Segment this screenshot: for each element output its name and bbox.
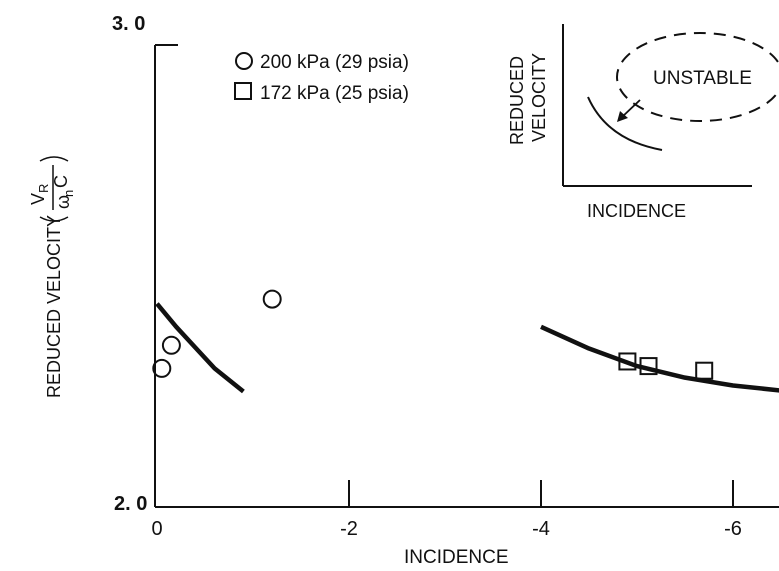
inset-y-label-line2: VELOCITY bbox=[529, 53, 549, 142]
y-axis-title-paren-left bbox=[39, 216, 69, 222]
y-axis-title: REDUCED VELOCITY V R ω n C bbox=[28, 156, 76, 398]
data-point-square-0 bbox=[618, 352, 637, 371]
y-axis-title-denominator: ω bbox=[53, 195, 73, 209]
x-tick-label-3: -6 bbox=[724, 518, 742, 540]
x-tick-label-2: -4 bbox=[532, 518, 550, 540]
y-axis-title-text: REDUCED VELOCITY bbox=[44, 215, 64, 398]
y-axis-title-numerator-sub: R bbox=[36, 184, 51, 193]
inset-y-label-line1: REDUCED bbox=[507, 56, 527, 145]
data-point-square-2 bbox=[695, 361, 714, 380]
y-tick-label-bottom: 2. 0 bbox=[114, 493, 147, 515]
y-axis-title-numerator: V bbox=[28, 193, 48, 205]
x-ticks: 0 -2 -4 -6 bbox=[151, 480, 742, 540]
y-axis-title-denominator-sub: n bbox=[61, 190, 76, 197]
y-axis-title-paren-right bbox=[39, 156, 69, 162]
y-axis-title-denominator-tail: C bbox=[51, 175, 71, 188]
inset-stability-curve bbox=[587, 96, 663, 151]
y-tick-label-top: 3. 0 bbox=[112, 13, 145, 35]
fit-curve-0 bbox=[155, 302, 245, 394]
legend-label-200kpa: 200 kPa (29 psia) bbox=[260, 52, 409, 73]
markers bbox=[152, 289, 714, 380]
curves bbox=[155, 302, 779, 394]
inset-arrow-shaft bbox=[621, 99, 641, 118]
inset-x-label: INCIDENCE bbox=[587, 201, 686, 221]
x-axis-title: INCIDENCE bbox=[404, 547, 509, 568]
legend: 200 kPa (29 psia) 172 kPa (25 psia) bbox=[234, 52, 409, 104]
legend-circle-marker bbox=[235, 52, 253, 70]
x-tick-label-1: -2 bbox=[340, 518, 358, 540]
inset-unstable-label: UNSTABLE bbox=[653, 68, 752, 89]
data-point-square-1 bbox=[639, 357, 658, 376]
data-point-circle-2 bbox=[262, 289, 282, 309]
x-tick-label-0: 0 bbox=[151, 518, 162, 540]
legend-square-marker bbox=[234, 82, 252, 100]
fit-curve-1 bbox=[540, 324, 779, 393]
inset-unstable-region bbox=[616, 32, 779, 122]
inset-arrow-head bbox=[617, 111, 628, 122]
legend-label-172kpa: 172 kPa (25 psia) bbox=[260, 83, 409, 104]
inset: REDUCED VELOCITY INCIDENCE UNSTABLE bbox=[507, 24, 779, 221]
data-point-circle-1 bbox=[161, 335, 181, 355]
data-point-circle-0 bbox=[152, 358, 172, 378]
